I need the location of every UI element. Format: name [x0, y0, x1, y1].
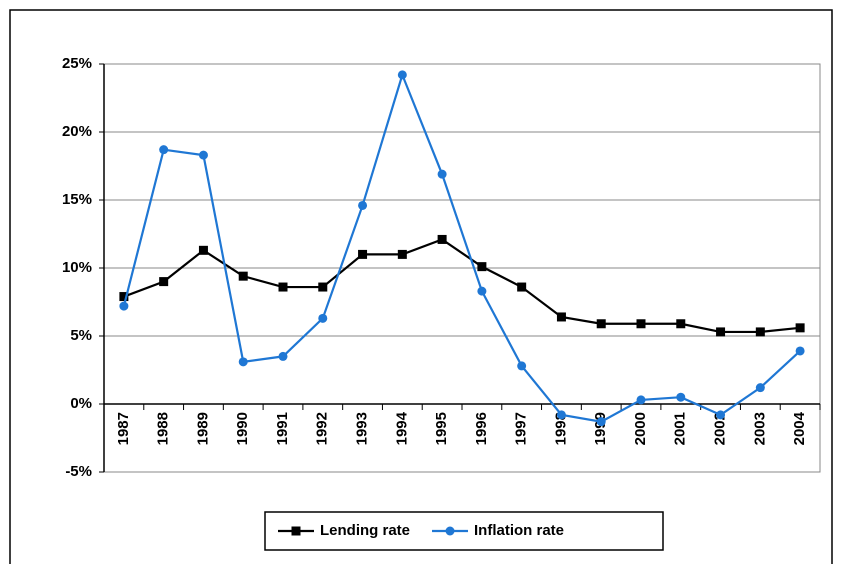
data-point [397, 249, 407, 259]
data-point [119, 301, 129, 311]
legend-marker [445, 526, 455, 536]
data-point [477, 262, 487, 272]
x-tick-label: 1990 [234, 412, 251, 445]
y-tick-label: 25% [62, 55, 92, 72]
data-point [318, 313, 328, 323]
x-tick-label: 1991 [274, 412, 291, 445]
data-point [119, 292, 129, 302]
data-point [318, 282, 328, 292]
data-point [755, 383, 765, 393]
x-tick-label: 1994 [393, 411, 410, 445]
data-point [278, 351, 288, 361]
y-tick-label: 0% [70, 395, 92, 412]
data-point [238, 357, 248, 367]
x-tick-label: 1989 [194, 412, 211, 445]
series-line [122, 71, 801, 423]
x-tick-label: 1987 [115, 412, 132, 445]
data-point [517, 361, 527, 371]
x-tick-label: 2002 [712, 412, 729, 445]
x-tick-label: 2001 [672, 412, 689, 445]
data-point [755, 327, 765, 337]
data-point [596, 319, 606, 329]
x-tick-label: 2004 [791, 411, 808, 445]
legend-label: Lending rate [320, 522, 410, 539]
data-point [716, 410, 726, 420]
legend-marker [291, 526, 301, 536]
y-tick-label: 15% [62, 191, 92, 208]
x-tick-label: 1997 [513, 412, 530, 445]
data-point [676, 319, 686, 329]
data-point [198, 245, 208, 255]
series-line [123, 238, 801, 334]
x-tick-label: 1992 [314, 412, 331, 445]
data-point [795, 323, 805, 333]
data-point [358, 200, 368, 210]
y-tick-label: 10% [62, 259, 92, 276]
y-tick-label: -5% [65, 463, 92, 480]
data-point [636, 395, 646, 405]
x-tick-label: 1996 [473, 412, 490, 445]
x-tick-label: 1988 [155, 412, 172, 445]
y-tick-label: 5% [70, 327, 92, 344]
data-point [159, 277, 169, 287]
data-point [437, 234, 447, 244]
x-tick-label: 1993 [354, 412, 371, 445]
y-tick-label: 20% [62, 123, 92, 140]
legend-label: Inflation rate [474, 522, 564, 539]
data-point [278, 282, 288, 292]
data-point [795, 346, 805, 356]
data-point [437, 169, 447, 179]
data-point [238, 271, 248, 281]
data-point [477, 286, 487, 296]
data-point [556, 410, 566, 420]
data-point [358, 249, 368, 259]
data-point [159, 145, 169, 155]
x-tick-label: 1999 [592, 412, 609, 445]
data-point [716, 327, 726, 337]
x-tick-label: 2000 [632, 412, 649, 445]
x-tick-label: 1998 [552, 412, 569, 445]
data-point [636, 319, 646, 329]
data-point [676, 392, 686, 402]
data-point [198, 150, 208, 160]
data-point [556, 312, 566, 322]
data-point [517, 282, 527, 292]
x-tick-label: 1995 [433, 412, 450, 445]
data-point [596, 417, 606, 427]
data-point [397, 70, 407, 80]
x-tick-label: 2003 [751, 412, 768, 445]
chart-frame [9, 9, 833, 564]
